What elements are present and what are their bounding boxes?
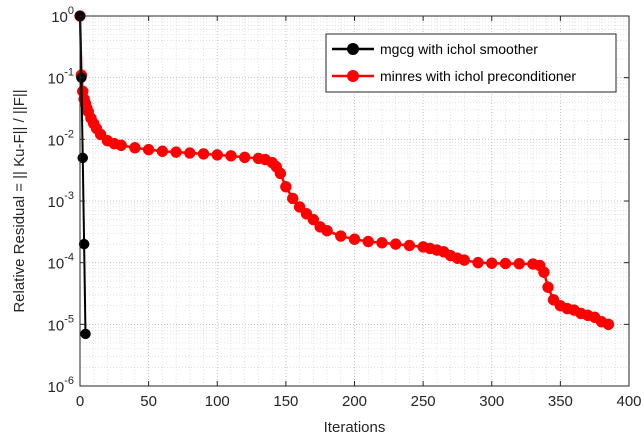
data-point-minres bbox=[403, 239, 416, 252]
data-point-minres bbox=[321, 224, 333, 237]
data-point-minres bbox=[486, 257, 498, 269]
data-point-minres bbox=[335, 230, 347, 242]
data-point-minres bbox=[142, 143, 155, 156]
data-point-minres bbox=[499, 257, 512, 270]
series-layer bbox=[74, 10, 615, 340]
x-tick-label: 150 bbox=[273, 393, 298, 410]
x-tick-label: 100 bbox=[205, 393, 230, 410]
data-point-minres bbox=[362, 235, 374, 248]
x-tick-label: 0 bbox=[76, 393, 84, 410]
legend-swatch-marker bbox=[347, 43, 359, 55]
data-point-minres bbox=[115, 139, 127, 152]
data-point-minres bbox=[170, 146, 182, 158]
data-point-minres bbox=[538, 266, 550, 278]
y-tick-label: 10-5 bbox=[48, 313, 74, 334]
x-tick-label: 400 bbox=[616, 393, 641, 410]
data-point-minres bbox=[274, 167, 287, 180]
data-point-mgcg bbox=[77, 152, 88, 164]
data-point-minres bbox=[238, 151, 251, 164]
x-tick-label: 300 bbox=[479, 393, 504, 410]
x-tick-label: 350 bbox=[548, 393, 573, 410]
data-point-minres bbox=[376, 237, 388, 249]
data-point-minres bbox=[286, 192, 299, 205]
data-point-minres bbox=[129, 142, 141, 154]
y-tick-label: 10-4 bbox=[48, 252, 74, 273]
data-point-minres bbox=[542, 281, 554, 293]
data-point-minres bbox=[197, 148, 210, 160]
data-point-minres bbox=[472, 256, 484, 269]
data-point-minres bbox=[184, 147, 196, 159]
data-point-minres bbox=[156, 145, 169, 158]
y-tick-label: 100 bbox=[51, 5, 74, 26]
legend-entry-label: minres with ichol preconditioner bbox=[380, 68, 576, 84]
data-point-mgcg bbox=[78, 238, 90, 250]
legend-box bbox=[325, 33, 617, 93]
x-axis-ticks: 0 50 100 150 200 250 300 350 400 bbox=[76, 16, 642, 410]
data-point-minres bbox=[225, 150, 237, 162]
data-point-minres bbox=[211, 149, 223, 161]
data-point-minres bbox=[458, 254, 471, 266]
data-point-minres bbox=[307, 213, 320, 226]
y-tick-label: 10-2 bbox=[48, 128, 74, 149]
data-point-minres bbox=[348, 233, 361, 245]
data-point-minres bbox=[513, 258, 525, 270]
data-point-minres bbox=[602, 318, 615, 331]
y-axis-label: Relative Residual = || Ku-F|| / ||F|| bbox=[11, 89, 28, 312]
data-point-minres bbox=[280, 181, 292, 193]
x-tick-label: 250 bbox=[411, 393, 436, 410]
x-tick-label: 200 bbox=[342, 393, 367, 410]
data-point-mgcg bbox=[80, 328, 91, 340]
y-tick-label: 10-6 bbox=[48, 375, 74, 396]
data-point-minres bbox=[389, 238, 402, 250]
x-axis-label: Iterations bbox=[324, 419, 386, 436]
legend-swatch-marker bbox=[347, 70, 359, 82]
y-tick-label: 10-3 bbox=[48, 190, 74, 211]
legend-entry-label: mgcg with ichol smoother bbox=[380, 41, 538, 57]
x-tick-label: 50 bbox=[140, 393, 157, 410]
y-axis-ticks: 10-6 10-5 10-4 10-3 10-2 10-1 100 bbox=[48, 5, 629, 396]
legend: mgcg with ichol smoother minres with icho… bbox=[325, 33, 617, 93]
y-tick-label: 10-1 bbox=[48, 67, 74, 88]
data-point-minres bbox=[293, 201, 306, 213]
